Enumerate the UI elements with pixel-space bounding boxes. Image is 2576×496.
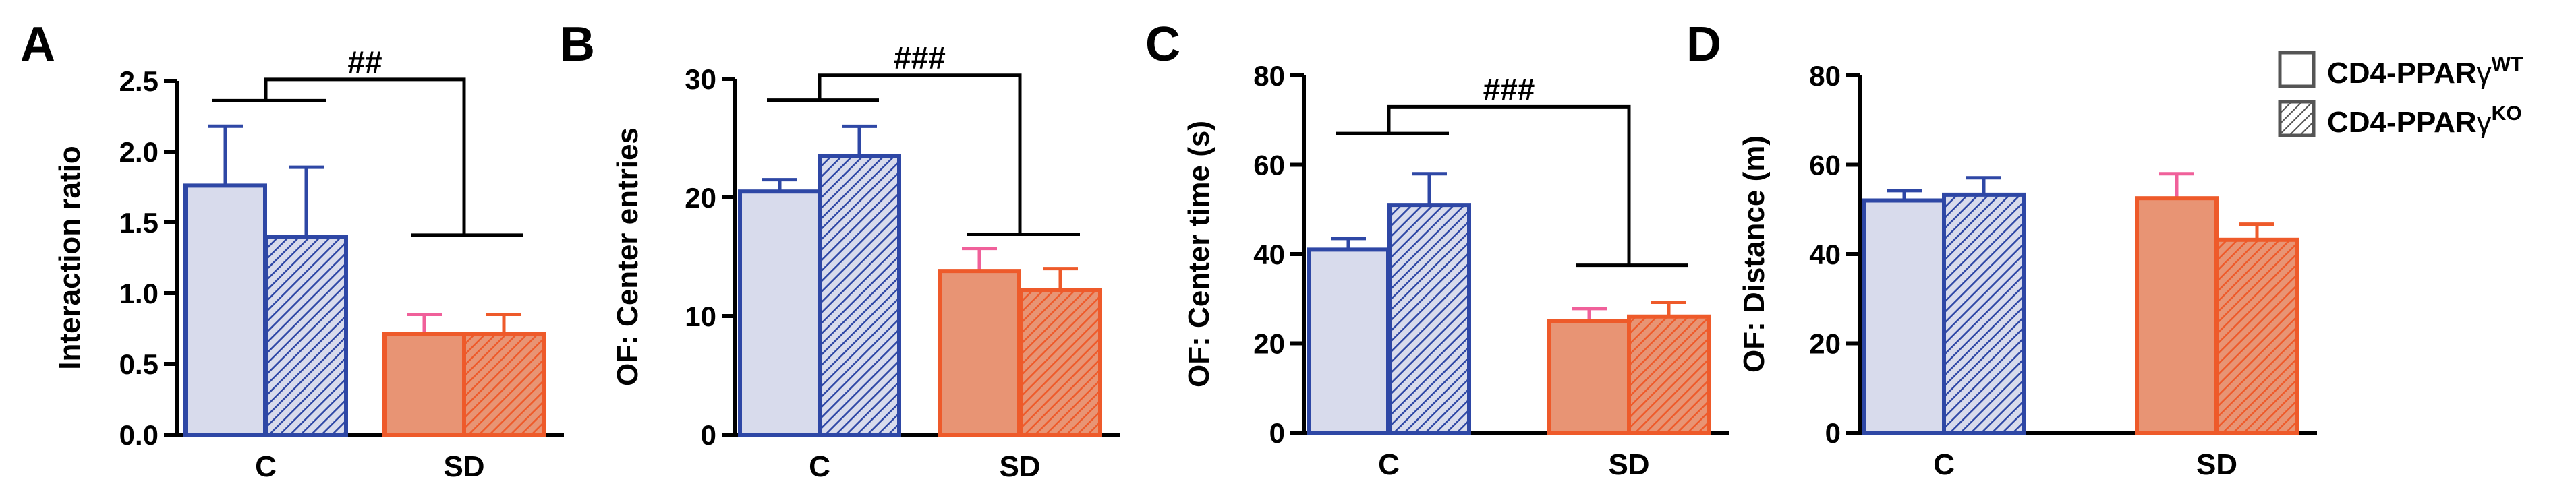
- legend-item-wt: CD4-PPARγWT: [2278, 51, 2523, 90]
- y-tick-label: 80: [1253, 60, 1285, 92]
- bar-c-wt: [738, 189, 822, 437]
- bar-sd-ko: [1627, 314, 1711, 435]
- x-tick-label: C: [1378, 448, 1400, 481]
- y-tick-label: 30: [685, 63, 716, 95]
- bar-c-wt: [1862, 198, 1946, 435]
- y-tick-label: 80: [1809, 60, 1841, 92]
- panel-label: B: [560, 18, 595, 71]
- x-tick-label: C: [809, 450, 830, 483]
- significance-label: ###: [894, 40, 946, 75]
- x-tick-label: SD: [999, 450, 1040, 483]
- legend-swatch-ko: [2278, 100, 2316, 137]
- x-tick-label: C: [255, 450, 277, 483]
- y-tick-label: 20: [685, 182, 716, 214]
- y-tick-label: 2.0: [119, 136, 159, 168]
- bar-sd-wt: [382, 332, 466, 437]
- legend-swatch-wt: [2278, 51, 2316, 88]
- bar-sd-wt: [1547, 319, 1631, 435]
- legend: CD4-PPARγWT CD4-PPARγKO: [2278, 51, 2523, 139]
- y-axis-label: OF: Center time (s): [1182, 121, 1215, 388]
- panel-label: D: [1686, 18, 1721, 71]
- x-tick-label: C: [1933, 448, 1955, 481]
- chart-panel-d: D OF: Distance (m) 0 20 40 60 80 C SD: [1686, 18, 2317, 481]
- y-tick-label: 1.5: [119, 207, 159, 239]
- chart-panel-c: C OF: Center time (s) 0 20 40 60 80 C SD ###: [1145, 18, 1729, 481]
- bar-sd-ko: [462, 332, 546, 437]
- bar-sd-ko: [1019, 288, 1102, 437]
- bar-sd-wt: [938, 269, 1021, 437]
- panel-label: C: [1145, 18, 1180, 71]
- y-tick-label: 40: [1253, 239, 1285, 270]
- y-tick-label: 0.5: [119, 348, 159, 380]
- bar-c-ko: [1387, 203, 1471, 435]
- y-tick-label: 20: [1253, 328, 1285, 360]
- y-tick-label: 60: [1809, 150, 1841, 181]
- legend-label-ko: CD4-PPARγKO: [2327, 102, 2522, 139]
- panel-label: A: [20, 18, 55, 71]
- significance-bracket: [1387, 104, 1631, 266]
- y-tick-label: 1.0: [119, 278, 159, 309]
- significance-label: ###: [1483, 71, 1535, 106]
- x-tick-label: SD: [2196, 448, 2237, 481]
- y-tick-label: 2.5: [119, 65, 159, 97]
- bar-sd-wt: [2135, 196, 2219, 435]
- x-tick-label: SD: [1608, 448, 1649, 481]
- y-tick-label: 0: [1825, 417, 1841, 449]
- bar-c-ko: [264, 235, 348, 437]
- significance-bracket: [818, 73, 1022, 235]
- significance-label: ##: [347, 44, 382, 80]
- y-tick-label: 40: [1809, 239, 1841, 270]
- bar-c-wt: [1307, 247, 1390, 435]
- y-axis-label: OF: Center entries: [611, 127, 644, 386]
- y-tick-label: 0.0: [119, 419, 159, 451]
- bar-c-ko: [1942, 192, 2026, 435]
- y-axis-label: OF: Distance (m): [1738, 135, 1771, 373]
- y-tick-label: 0: [701, 419, 716, 451]
- x-tick-label: SD: [443, 450, 484, 483]
- y-tick-label: 20: [1809, 328, 1841, 360]
- bar-c-wt: [183, 183, 267, 437]
- legend-item-ko: CD4-PPARγKO: [2278, 100, 2522, 139]
- y-tick-label: 0: [1269, 417, 1285, 449]
- bar-c-ko: [818, 154, 901, 437]
- y-tick-label: 60: [1253, 150, 1285, 181]
- y-tick-label: 10: [685, 301, 716, 332]
- chart-panels: A Interaction ratio 0.0 0.5 1.0 1.5 2.0 2.5 C SD #…: [20, 18, 2317, 483]
- y-axis-label: Interaction ratio: [53, 146, 86, 370]
- chart-panel-a: A Interaction ratio 0.0 0.5 1.0 1.5 2.0 2.5 C SD #…: [20, 18, 564, 483]
- significance-bracket: [264, 78, 466, 235]
- legend-label-wt: CD4-PPARγWT: [2327, 53, 2523, 90]
- chart-panel-b: B OF: Center entries 0 10 20 30 C SD ###: [560, 18, 1120, 483]
- bar-sd-ko: [2215, 237, 2299, 435]
